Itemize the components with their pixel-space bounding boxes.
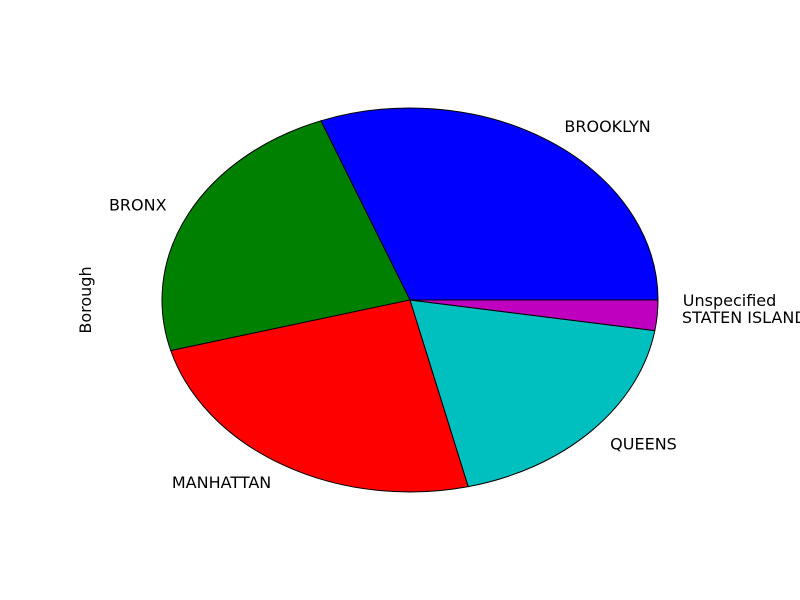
pie-slice-queens [409, 299, 656, 488]
pie-slice-brooklyn [320, 107, 659, 301]
pie-slices [161, 107, 659, 493]
slice-label-staten-island: STATEN ISLAND [682, 308, 800, 327]
slice-label-brooklyn: BROOKLYN [564, 117, 650, 136]
slice-label-unspecified: Unspecified [683, 291, 777, 310]
pie-slice-manhattan [170, 299, 469, 493]
slice-label-bronx: BRONX [109, 196, 167, 215]
slice-label-queens: QUEENS [610, 434, 677, 453]
pie-slice-bronx [161, 120, 411, 352]
y-axis-label: Borough [76, 266, 95, 333]
pie-labels: BROOKLYN BRONX MANHATTAN QUEENS STATEN ISLAN… [109, 117, 800, 492]
pie-slice-staten-island [409, 299, 659, 332]
slice-label-manhattan: MANHATTAN [172, 473, 271, 492]
